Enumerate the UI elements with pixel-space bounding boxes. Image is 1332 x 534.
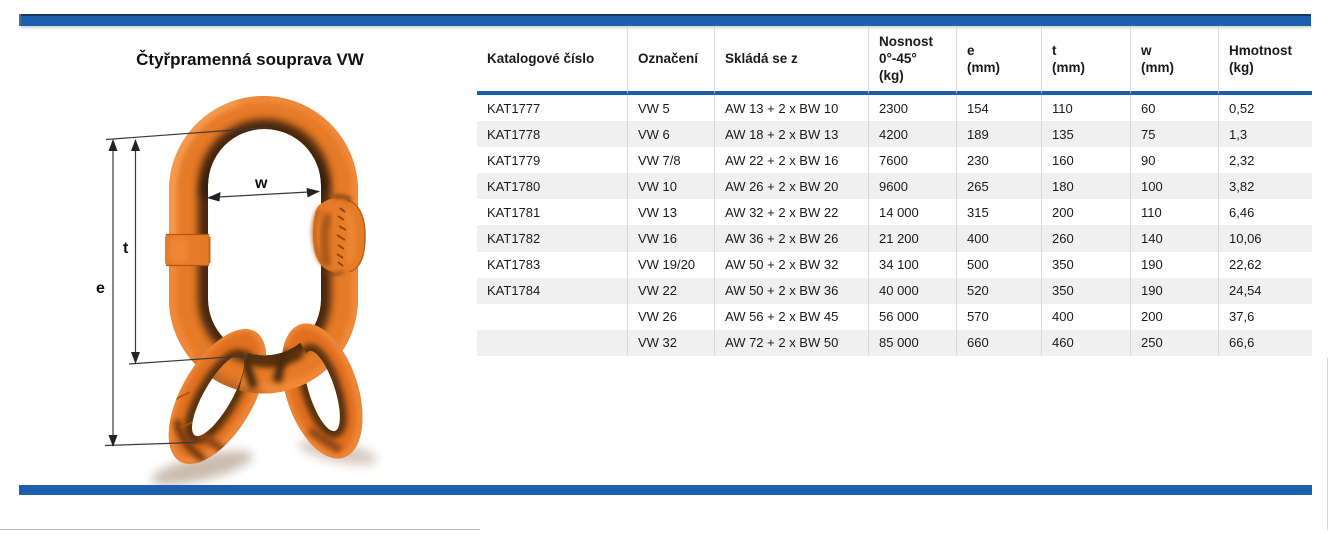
svg-text:w: w bbox=[254, 175, 268, 192]
svg-text:t: t bbox=[123, 240, 129, 257]
svg-text:e: e bbox=[96, 280, 105, 297]
